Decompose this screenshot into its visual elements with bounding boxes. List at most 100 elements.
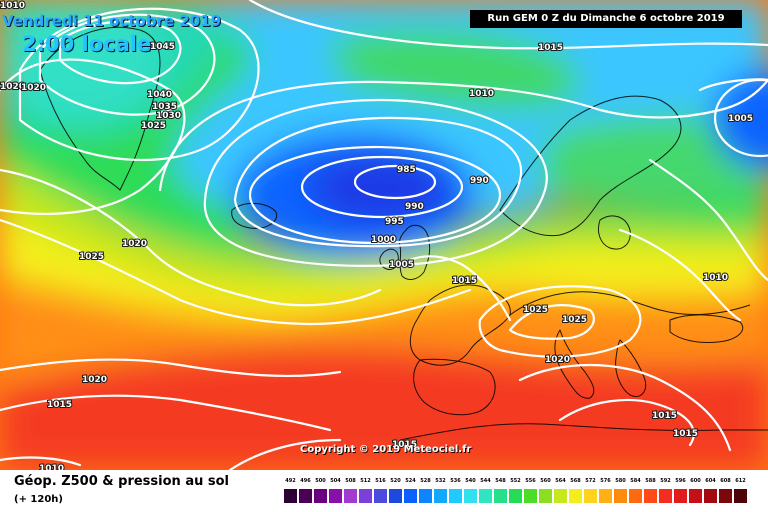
- legend-swatch: [719, 489, 732, 503]
- legend-label: 500: [315, 478, 326, 484]
- legend-swatch: [524, 489, 537, 503]
- isobar-label: 1015: [47, 400, 72, 410]
- legend-label: 548: [495, 478, 506, 484]
- legend-label: 560: [540, 478, 551, 484]
- isobar-label: 1025: [79, 252, 104, 262]
- isobar-label: 1015: [452, 276, 477, 286]
- isobar-label: 1000: [371, 235, 396, 245]
- legend-label: 592: [660, 478, 671, 484]
- legend-swatch: [734, 489, 747, 503]
- legend-label: 536: [450, 478, 461, 484]
- forecast-date: Vendredi 11 octobre 2019: [2, 12, 222, 30]
- legend-swatch: [539, 489, 552, 503]
- legend-label: 576: [600, 478, 611, 484]
- legend-label: 604: [705, 478, 716, 484]
- legend-swatch: [704, 489, 717, 503]
- legend-label: 564: [555, 478, 566, 484]
- isobar-label: 985: [397, 165, 416, 175]
- legend-label: 572: [585, 478, 596, 484]
- legend-swatch: [629, 489, 642, 503]
- legend-label: 492: [285, 478, 296, 484]
- coastlines: [39, 26, 768, 441]
- isobar-label: 1005: [728, 114, 753, 124]
- legend-swatch: [614, 489, 627, 503]
- isobar-label: 1020: [82, 375, 107, 385]
- legend-swatch: [644, 489, 657, 503]
- isobar-label: 1005: [389, 260, 414, 270]
- isobar-label: 1010: [0, 1, 25, 11]
- legend-label: 524: [405, 478, 416, 484]
- legend-swatch: [569, 489, 582, 503]
- legend-label: 508: [345, 478, 356, 484]
- legend-label: 600: [690, 478, 701, 484]
- isobar-label: 1015: [538, 43, 563, 53]
- legend-label: 608: [720, 478, 731, 484]
- legend-swatches: [284, 489, 752, 503]
- isobar-label: 1010: [469, 89, 494, 99]
- legend-swatch: [419, 489, 432, 503]
- lead-time: (+ 120h): [14, 494, 63, 505]
- legend-swatch: [389, 489, 402, 503]
- forecast-time: 2:00 locale: [22, 32, 152, 56]
- isobar-label: 1015: [673, 429, 698, 439]
- legend-label: 540: [465, 478, 476, 484]
- chart-title: Géop. Z500 & pression au sol: [14, 474, 229, 489]
- legend-label: 528: [420, 478, 431, 484]
- legend-swatch: [674, 489, 687, 503]
- isobar-label: 1020: [21, 83, 46, 93]
- legend-label: 504: [330, 478, 341, 484]
- legend-label: 544: [480, 478, 491, 484]
- legend-swatch: [314, 489, 327, 503]
- isobar-label: 1020: [122, 239, 147, 249]
- legend-swatch: [584, 489, 597, 503]
- isobar-label: 1015: [652, 411, 677, 421]
- isobar-label: 1020: [0, 82, 25, 92]
- legend-label: 580: [615, 478, 626, 484]
- isobar-label: 995: [385, 217, 404, 227]
- legend-swatch: [299, 489, 312, 503]
- legend-swatch: [284, 489, 297, 503]
- legend-label: 584: [630, 478, 641, 484]
- legend-swatch: [494, 489, 507, 503]
- legend-swatch: [464, 489, 477, 503]
- legend-label: 516: [375, 478, 386, 484]
- legend-swatch: [329, 489, 342, 503]
- legend-swatch: [434, 489, 447, 503]
- isobar-label: 1040: [147, 90, 172, 100]
- legend-label: 556: [525, 478, 536, 484]
- legend-swatch: [374, 489, 387, 503]
- isobar-label: 1020: [545, 355, 570, 365]
- model-run-info: Run GEM 0 Z du Dimanche 6 octobre 2019: [470, 10, 742, 28]
- legend-swatch: [344, 489, 357, 503]
- isobar-label: 990: [470, 176, 489, 186]
- isobar-label: 1015: [392, 440, 417, 450]
- legend-label: 596: [675, 478, 686, 484]
- color-scale-legend: 492 496 500 504 508 512 516 520 524 528 532 536 540 5…: [284, 478, 752, 503]
- isobar-label: 1045: [150, 42, 175, 52]
- isobar-label: 1010: [39, 464, 64, 470]
- weather-map: 1045 1020 1020 1040 1035 1030 1025 1020 …: [0, 0, 768, 470]
- legend-swatch: [479, 489, 492, 503]
- legend-label: 612: [735, 478, 746, 484]
- legend-swatch: [404, 489, 417, 503]
- isobar-label: 1035: [152, 102, 177, 112]
- copyright-notice: Copyright © 2019 Meteociel.fr: [300, 444, 472, 455]
- legend-bar: Géop. Z500 & pression au sol (+ 120h) 49…: [0, 470, 768, 512]
- isobar-label: 1010: [703, 273, 728, 283]
- isobar-label: 1025: [562, 315, 587, 325]
- legend-swatch: [659, 489, 672, 503]
- legend-swatch: [689, 489, 702, 503]
- legend-labels: 492 496 500 504 508 512 516 520 524 528 532 536 540 5…: [284, 478, 752, 488]
- isobar-labels: 1045 1020 1020 1040 1035 1030 1025 1020 …: [0, 0, 754, 470]
- legend-label: 552: [510, 478, 521, 484]
- legend-swatch: [449, 489, 462, 503]
- legend-label: 512: [360, 478, 371, 484]
- isobar-label: 990: [405, 202, 424, 212]
- legend-swatch: [554, 489, 567, 503]
- isobar-label: 1025: [523, 305, 548, 315]
- legend-label: 520: [390, 478, 401, 484]
- legend-swatch: [509, 489, 522, 503]
- isobar-label: 1030: [156, 111, 181, 121]
- legend-label: 588: [645, 478, 656, 484]
